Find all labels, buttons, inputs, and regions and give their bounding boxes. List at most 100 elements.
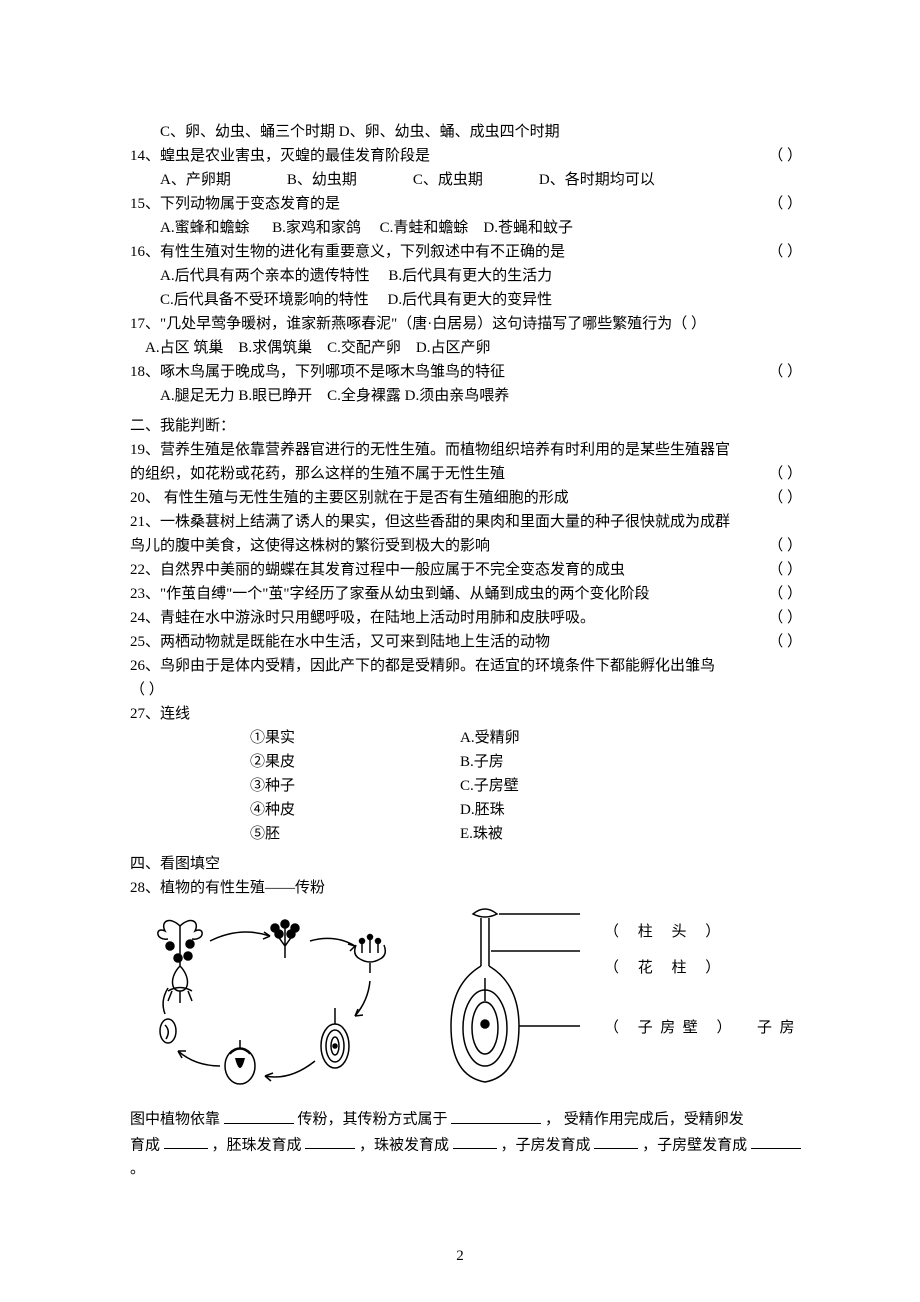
match-left: ⑤胚: [250, 822, 460, 846]
label-ovary-wall: （ 子房壁 ）: [600, 1016, 739, 1040]
txt: ，胚珠发育成: [212, 1137, 302, 1153]
txt: 育成: [130, 1137, 160, 1153]
q21-line1: 21、一株桑葚树上结满了诱人的果实，但这些香甜的果肉和里面大量的种子很快就成为成…: [130, 510, 802, 534]
figure-labels: （ 柱 头 ） （ 花 柱 ） （ 子房壁 ） 子房: [600, 906, 802, 1096]
q18-options: A.腿足无力 B.眼已睁开 C.全身裸露 D.须由亲鸟喂养: [130, 384, 802, 408]
match-row: ①果实A.受精卵: [250, 726, 802, 750]
q26-line1: 26、鸟卵由于是体内受精，因此产下的都是受精卵。在适宜的环境条件下都能孵化出雏鸟: [130, 654, 802, 678]
q14: 14、蝗虫是农业害虫，灭蝗的最佳发育阶段是 （ ）: [130, 144, 802, 168]
match-right: A.受精卵: [460, 726, 520, 750]
q16-c: C.后代具备不受环境影响的特性: [160, 292, 369, 308]
answer-blank[interactable]: （ ）: [760, 192, 802, 216]
q23: 23、"作茧自缚"一个"茧"字经历了家蚕从幼虫到蛹、从蛹到成虫的两个变化阶段 （…: [130, 582, 802, 606]
answer-blank[interactable]: （ ）: [760, 360, 802, 384]
q18: 18、啄木鸟属于晚成鸟，下列哪项不是啄木鸟雏鸟的特征 （ ）: [130, 360, 802, 384]
q14-stem: 14、蝗虫是农业害虫，灭蝗的最佳发育阶段是: [130, 144, 760, 168]
q14-d: D、各时期均可以: [539, 168, 655, 192]
q19b-text: 的组织，如花粉或花药，那么这样的生殖不属于无性生殖: [130, 462, 760, 486]
q20-text: 20、 有性生殖与无性生殖的主要区别就在于是否有生殖细胞的形成: [130, 486, 760, 510]
q16-a: A.后代具有两个亲本的遗传特性: [160, 268, 370, 284]
q17-c: C.交配产卵: [327, 340, 401, 356]
q14-options: A、产卵期 B、幼虫期 C、成虫期 D、各时期均可以: [130, 168, 802, 192]
txt: 。: [130, 1161, 145, 1177]
section-2-title: 二、我能判断：: [130, 414, 802, 438]
q15-b: B.家鸡和家鸽: [272, 220, 361, 236]
q18-a: A.腿足无力: [160, 388, 235, 404]
q18-b: B.眼已睁开: [238, 388, 312, 404]
label-style: （ 花 柱 ）: [600, 956, 802, 1016]
exam-page: C、卵、幼虫、蛹三个时期 D、卵、幼虫、蛹、成虫四个时期 14、蝗虫是农业害虫，…: [0, 0, 920, 1302]
fill-blank[interactable]: [451, 1106, 541, 1124]
match-left: ③种子: [250, 774, 460, 798]
q25-text: 25、两栖动物就是既能在水中生活，又可来到陆地上生活的动物: [130, 630, 760, 654]
q24: 24、青蛙在水中游泳时只用鳃呼吸，在陆地上活动时用肺和皮肤呼吸。 （ ）: [130, 606, 802, 630]
answer-blank[interactable]: （ ）: [760, 606, 802, 630]
q19-line1: 19、营养生殖是依靠营养器官进行的无性生殖。而植物组织培养有时利用的是某些生殖器…: [130, 438, 802, 462]
q21-line2: 鸟儿的腹中美食，这使得这株树的繁衍受到极大的影响 （ ）: [130, 534, 802, 558]
match-right: D.胚珠: [460, 798, 505, 822]
q20: 20、 有性生殖与无性生殖的主要区别就在于是否有生殖细胞的形成 （ ）: [130, 486, 802, 510]
txt: 传粉，其传粉方式属于: [298, 1112, 448, 1128]
q17-a: A.占区 筑巢: [145, 340, 223, 356]
txt: ， 受精作用完成后，受精卵发: [545, 1112, 744, 1128]
answer-blank[interactable]: （ ）: [760, 582, 802, 606]
answer-blank[interactable]: （ ）: [760, 486, 802, 510]
pollination-diagram: [130, 906, 600, 1096]
txt: ，子房壁发育成: [642, 1137, 747, 1153]
txt: 图中植物依靠: [130, 1112, 220, 1128]
fill-blank[interactable]: [305, 1132, 355, 1150]
q17-stem: 17、"几处早莺争暖树，谁家新燕啄春泥"（唐·白居易）这句诗描写了哪些繁殖行为（…: [130, 316, 706, 332]
q16-stem: 16、有性生殖对生物的进化有重要意义，下列叙述中有不正确的是: [130, 240, 760, 264]
fill-blank[interactable]: [224, 1106, 294, 1124]
fill-blank[interactable]: [751, 1132, 801, 1150]
q17-options: A.占区 筑巢 B.求偶筑巢 C.交配产卵 D.占区产卵: [130, 336, 802, 360]
q15-c: C.青蛙和蟾蜍: [380, 220, 469, 236]
q22: 22、自然界中美丽的蝴蝶在其发育过程中一般应属于不完全变态发育的成虫 （ ）: [130, 558, 802, 582]
match-row: ④种皮D.胚珠: [250, 798, 802, 822]
q-prev-options: C、卵、幼虫、蛹三个时期 D、卵、幼虫、蛹、成虫四个时期: [130, 120, 802, 144]
fill-blank[interactable]: [164, 1132, 208, 1150]
q17-d: D.占区产卵: [416, 340, 491, 356]
answer-blank[interactable]: （ ）: [760, 558, 802, 582]
q22-text: 22、自然界中美丽的蝴蝶在其发育过程中一般应属于不完全变态发育的成虫: [130, 558, 760, 582]
fill-blank[interactable]: [453, 1132, 497, 1150]
q25: 25、两栖动物就是既能在水中生活，又可来到陆地上生活的动物 （ ）: [130, 630, 802, 654]
answer-blank[interactable]: （ ）: [760, 462, 802, 486]
q28-fill-1: 图中植物依靠 传粉，其传粉方式属于 ， 受精作用完成后，受精卵发: [130, 1106, 802, 1132]
match-left: ④种皮: [250, 798, 460, 822]
answer-blank[interactable]: （ ）: [760, 630, 802, 654]
match-right: E.珠被: [460, 822, 503, 846]
q15: 15、下列动物属于变态发育的是 （ ）: [130, 192, 802, 216]
match-row: ②果皮B.子房: [250, 750, 802, 774]
q14-a: A、产卵期: [160, 168, 231, 192]
match-row: ③种子C.子房壁: [250, 774, 802, 798]
q21b-text: 鸟儿的腹中美食，这使得这株树的繁衍受到极大的影响: [130, 534, 760, 558]
q16-options-2: C.后代具备不受环境影响的特性 D.后代具有更大的变异性: [130, 288, 802, 312]
q18-stem: 18、啄木鸟属于晚成鸟，下列哪项不是啄木鸟雏鸟的特征: [130, 360, 760, 384]
q23-text: 23、"作茧自缚"一个"茧"字经历了家蚕从幼虫到蛹、从蛹到成虫的两个变化阶段: [130, 582, 760, 606]
q17-b: B.求偶筑巢: [238, 340, 312, 356]
section-4-title: 四、看图填空: [130, 852, 802, 876]
q28-fill-2: 育成 ，胚珠发育成 ，珠被发育成 ，子房发育成 ，子房壁发育成 。: [130, 1132, 802, 1182]
q17: 17、"几处早莺争暖树，谁家新燕啄春泥"（唐·白居易）这句诗描写了哪些繁殖行为（…: [130, 312, 802, 336]
match-right: C.子房壁: [460, 774, 519, 798]
answer-blank[interactable]: （ ）: [760, 534, 802, 558]
label-stigma: （ 柱 头 ）: [600, 920, 802, 956]
q15-a: A.蜜蜂和蟾蜍: [160, 220, 250, 236]
q28-title: 28、植物的有性生殖——传粉: [130, 876, 802, 900]
opt-c: C、卵、幼虫、蛹三个时期: [160, 124, 335, 140]
answer-blank[interactable]: （ ）: [760, 144, 802, 168]
q14-b: B、幼虫期: [287, 168, 357, 192]
q18-d: D.须由亲鸟喂养: [405, 388, 510, 404]
q26-line2: （ ）: [130, 678, 802, 702]
answer-blank[interactable]: （ ）: [760, 240, 802, 264]
q28-figure: （ 柱 头 ） （ 花 柱 ） （ 子房壁 ） 子房: [130, 906, 802, 1096]
page-number: 2: [0, 1244, 920, 1268]
q16-b: B.后代具有更大的生活力: [388, 268, 552, 284]
q16: 16、有性生殖对生物的进化有重要意义，下列叙述中有不正确的是 （ ）: [130, 240, 802, 264]
q27: 27、连线: [130, 702, 802, 726]
opt-d: D、卵、幼虫、蛹、成虫四个时期: [339, 124, 560, 140]
match-row: ⑤胚E.珠被: [250, 822, 802, 846]
txt: ，子房发育成: [501, 1137, 591, 1153]
fill-blank[interactable]: [594, 1132, 638, 1150]
